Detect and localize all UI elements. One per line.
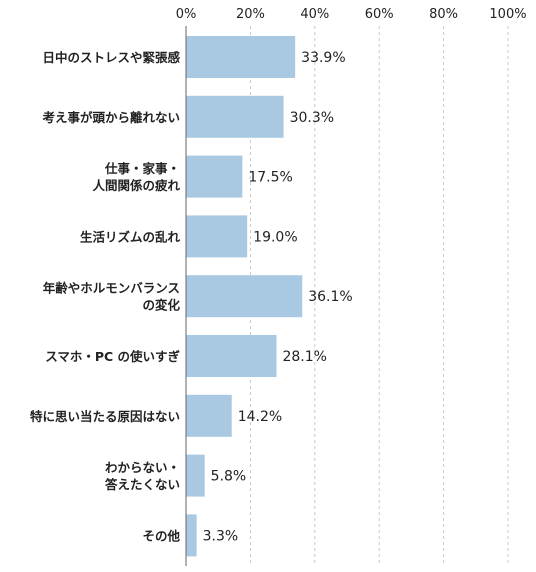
x-axis-ticks: 0% 20% 40% 60% 80% 100% (176, 7, 527, 22)
x-tick-label: 40% (300, 7, 329, 22)
x-tick-label: 100% (489, 7, 526, 22)
category-label: 生活リズムの乱れ (80, 229, 181, 244)
value-label: 17.5% (248, 170, 292, 186)
category-label: 日中のストレスや緊張感 (42, 50, 180, 65)
category-label: の変化 (142, 298, 180, 313)
bar (186, 335, 277, 377)
x-tick-label: 60% (365, 7, 394, 22)
bars (186, 36, 303, 557)
bar (186, 155, 243, 198)
value-label: 36.1% (308, 289, 352, 305)
value-label: 30.3% (290, 110, 334, 126)
category-label: 年齢やホルモンバランス (43, 281, 180, 296)
category-labels: 日中のストレスや緊張感考え事が頭から離れない仕事・家事・人間関係の疲れ生活リズム… (30, 50, 181, 543)
x-tick-label: 20% (236, 7, 265, 22)
bar (186, 514, 197, 557)
value-label: 19.0% (253, 229, 297, 245)
category-label: その他 (142, 528, 180, 543)
category-label: 特に思い当たる原因はない (30, 409, 180, 424)
bar (186, 215, 248, 258)
bar (186, 454, 205, 497)
category-label: わからない・ (105, 460, 180, 475)
category-label: 人間関係の疲れ (92, 178, 180, 193)
value-label: 5.8% (211, 469, 247, 485)
x-tick-label: 80% (429, 7, 458, 22)
value-label: 14.2% (238, 409, 282, 425)
category-label: 答えたくない (105, 477, 180, 492)
bar (186, 394, 232, 437)
value-label: 3.3% (203, 528, 239, 544)
category-label: スマホ・PC の使いすぎ (45, 349, 180, 364)
value-label: 28.1% (282, 349, 326, 365)
category-label: 考え事が頭から離れない (42, 110, 180, 125)
grid-lines (249, 26, 509, 566)
bar (186, 95, 284, 138)
category-label: 仕事・家事・ (104, 161, 180, 176)
value-labels: 33.9% 30.3% 17.5% 19.0% 36.1% 28.1% 14.2% 5.8% 3… (203, 50, 353, 544)
x-tick-label: 0% (176, 7, 197, 22)
bar (186, 36, 296, 78)
bar (186, 275, 303, 318)
value-label: 33.9% (301, 50, 345, 66)
